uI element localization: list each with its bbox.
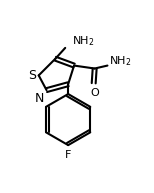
Text: NH$_2$: NH$_2$ <box>109 54 132 68</box>
Text: S: S <box>28 69 36 82</box>
Text: NH$_2$: NH$_2$ <box>72 34 95 48</box>
Text: F: F <box>65 150 71 160</box>
Text: N: N <box>35 92 45 105</box>
Text: O: O <box>90 88 99 98</box>
